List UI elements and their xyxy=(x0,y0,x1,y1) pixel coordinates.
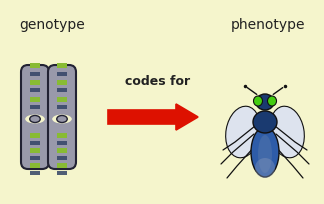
Bar xyxy=(30,156,40,160)
Ellipse shape xyxy=(52,115,72,124)
Text: codes for: codes for xyxy=(125,75,191,88)
Bar xyxy=(57,171,67,175)
Ellipse shape xyxy=(25,115,45,124)
Ellipse shape xyxy=(256,94,274,110)
Ellipse shape xyxy=(226,107,260,158)
Ellipse shape xyxy=(30,116,40,123)
Text: genotype: genotype xyxy=(19,18,85,32)
FancyBboxPatch shape xyxy=(21,66,49,169)
Bar xyxy=(57,97,67,102)
Ellipse shape xyxy=(258,135,272,173)
Bar xyxy=(57,148,67,153)
Bar xyxy=(30,171,40,175)
Bar xyxy=(30,80,40,85)
Ellipse shape xyxy=(253,96,262,106)
Bar xyxy=(57,133,67,138)
Bar xyxy=(30,148,40,153)
Bar xyxy=(57,63,67,68)
Bar xyxy=(57,156,67,160)
Bar xyxy=(30,63,40,68)
Ellipse shape xyxy=(270,107,304,158)
Bar xyxy=(30,133,40,138)
Ellipse shape xyxy=(268,96,276,106)
Bar xyxy=(30,88,40,92)
Bar xyxy=(57,80,67,85)
Text: phenotype: phenotype xyxy=(231,18,305,32)
Ellipse shape xyxy=(253,111,277,133)
Ellipse shape xyxy=(255,158,275,178)
Bar xyxy=(30,141,40,145)
FancyBboxPatch shape xyxy=(48,66,76,169)
Bar xyxy=(57,72,67,76)
Bar xyxy=(57,88,67,92)
FancyArrow shape xyxy=(108,104,198,130)
Bar xyxy=(57,141,67,145)
Ellipse shape xyxy=(57,116,67,123)
Bar xyxy=(30,163,40,168)
Bar xyxy=(30,72,40,76)
Bar xyxy=(57,163,67,168)
Bar xyxy=(30,97,40,102)
Bar xyxy=(30,105,40,109)
Bar xyxy=(57,105,67,109)
Ellipse shape xyxy=(251,127,279,177)
